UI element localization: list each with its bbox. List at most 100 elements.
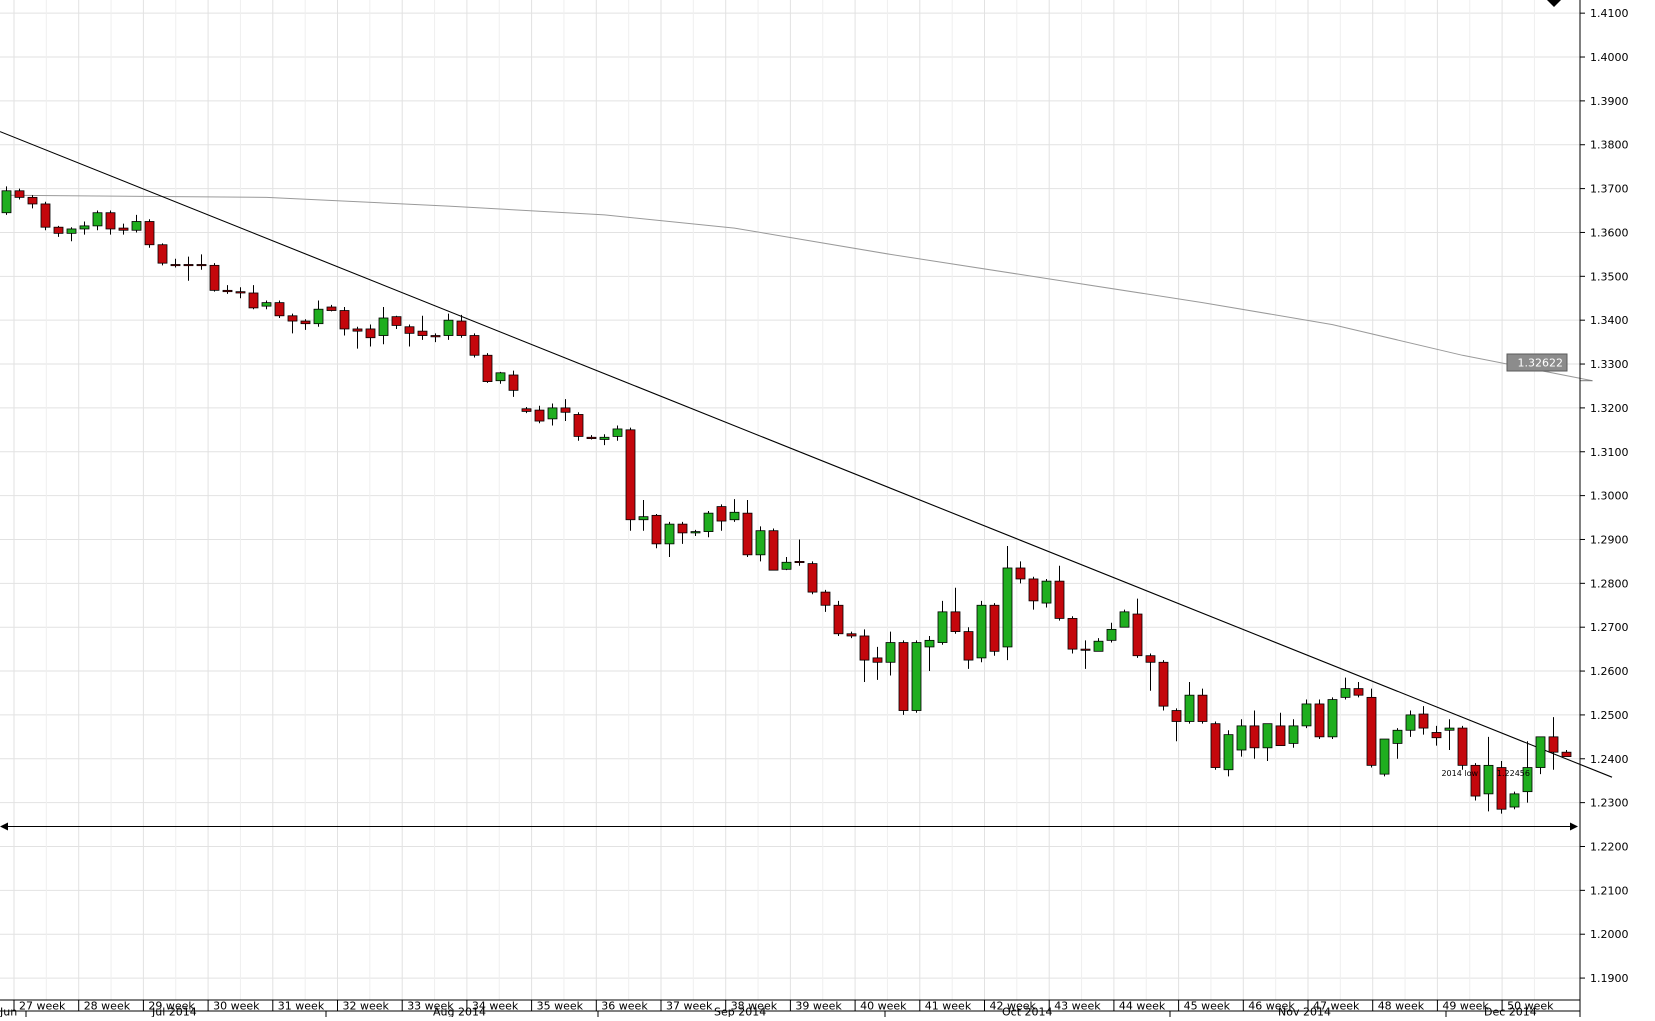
candle (1028, 576, 1039, 610)
candle-body-down (40, 203, 51, 228)
candle (612, 425, 623, 441)
candle-body-down (105, 212, 116, 230)
candle (1275, 712, 1286, 747)
candle (53, 225, 64, 237)
week-label: 49 week (1442, 1000, 1489, 1013)
candle-body-down (651, 514, 662, 545)
candle (170, 258, 181, 268)
candle-body-down (1158, 661, 1169, 707)
candle-body-up (703, 512, 714, 532)
candle (1444, 719, 1455, 750)
y-tick-label: 1.4100 (1590, 7, 1629, 20)
candle-body-up (79, 225, 90, 230)
week-label: 31 week (278, 1000, 325, 1013)
candle (521, 407, 532, 414)
candle-body-down (287, 315, 298, 322)
candle (196, 254, 207, 270)
candle (1002, 546, 1013, 661)
candle-body-up (1236, 725, 1247, 751)
week-label: 37 week (666, 1000, 713, 1013)
candle-body-down (339, 310, 350, 330)
candle-body-up (911, 642, 922, 711)
candle-body-down (1067, 618, 1078, 650)
candle-body-up (1340, 688, 1351, 698)
candle (729, 499, 740, 522)
candle (1470, 763, 1481, 801)
candle (365, 324, 376, 347)
y-tick-label: 1.2900 (1590, 533, 1629, 546)
candle-body-down (508, 374, 519, 391)
candle (456, 314, 467, 338)
arrow-left-icon (0, 822, 8, 831)
candle-body-down (196, 264, 207, 267)
candle-body-up (131, 221, 142, 231)
y-tick-label: 1.3100 (1590, 446, 1629, 459)
month-label: Sep 2014 (714, 1006, 766, 1018)
candle-body-down (534, 409, 545, 422)
candle-body-down (300, 320, 311, 325)
candle (248, 285, 259, 310)
candle (144, 219, 155, 248)
candle-body-down (482, 354, 493, 382)
candle (1197, 688, 1208, 724)
candle (1301, 699, 1312, 729)
candle-body-down (820, 591, 831, 606)
candle (508, 370, 519, 397)
candle (118, 223, 129, 235)
candle-body-down (807, 563, 818, 593)
week-label: 40 week (860, 1000, 907, 1013)
y-tick-label: 1.2500 (1590, 709, 1629, 722)
candle-body-down (1314, 703, 1325, 738)
candle (651, 514, 662, 549)
candle-body-down (560, 407, 571, 413)
candle (209, 263, 220, 292)
week-label: 41 week (925, 1000, 972, 1013)
candle-body-up (1535, 736, 1546, 768)
moving-average-layer (6, 194, 1593, 382)
candle (157, 243, 168, 266)
candle-body-down (404, 326, 415, 334)
candle-body-down (1275, 725, 1286, 747)
candle (911, 640, 922, 713)
candle (833, 600, 844, 636)
candle-body-down (1132, 613, 1143, 657)
candle-body-down (1353, 688, 1364, 696)
candle-body-down (1418, 713, 1429, 729)
candle (430, 333, 441, 343)
candle-body-down (1457, 727, 1468, 766)
moving-average-line (6, 194, 1593, 382)
candle (1015, 561, 1026, 584)
candle (1561, 750, 1572, 757)
candle (1080, 640, 1091, 669)
candle (1496, 760, 1507, 814)
scroll-marker-icon[interactable] (1547, 0, 1561, 7)
candle (1353, 682, 1364, 698)
candle (1158, 660, 1169, 711)
y-tick-label: 1.2800 (1590, 577, 1629, 590)
candle-body-down (898, 642, 909, 711)
week-label: 43 week (1054, 1000, 1101, 1013)
candle (339, 307, 350, 336)
candle-body-up (1288, 725, 1299, 744)
y-tick-label: 1.3200 (1590, 402, 1629, 415)
candle-body-up (1327, 699, 1338, 738)
y-tick-label: 1.3000 (1590, 490, 1629, 503)
candle (703, 510, 714, 538)
candle (1314, 699, 1325, 740)
candle (261, 300, 272, 310)
candle (1, 186, 12, 215)
candle (898, 640, 909, 715)
candle (352, 326, 363, 349)
candle-body-down (118, 227, 129, 231)
month-label: Jun (0, 1006, 17, 1018)
candle (1223, 730, 1234, 777)
week-label: 38 week (731, 1000, 778, 1013)
candle-body-up (313, 308, 324, 325)
candle-body-down (872, 657, 883, 663)
support-line-value: 1.22456 (1497, 769, 1530, 778)
candle-body-up (92, 212, 103, 227)
y-tick-label: 1.3400 (1590, 314, 1629, 327)
candle (1522, 741, 1533, 803)
